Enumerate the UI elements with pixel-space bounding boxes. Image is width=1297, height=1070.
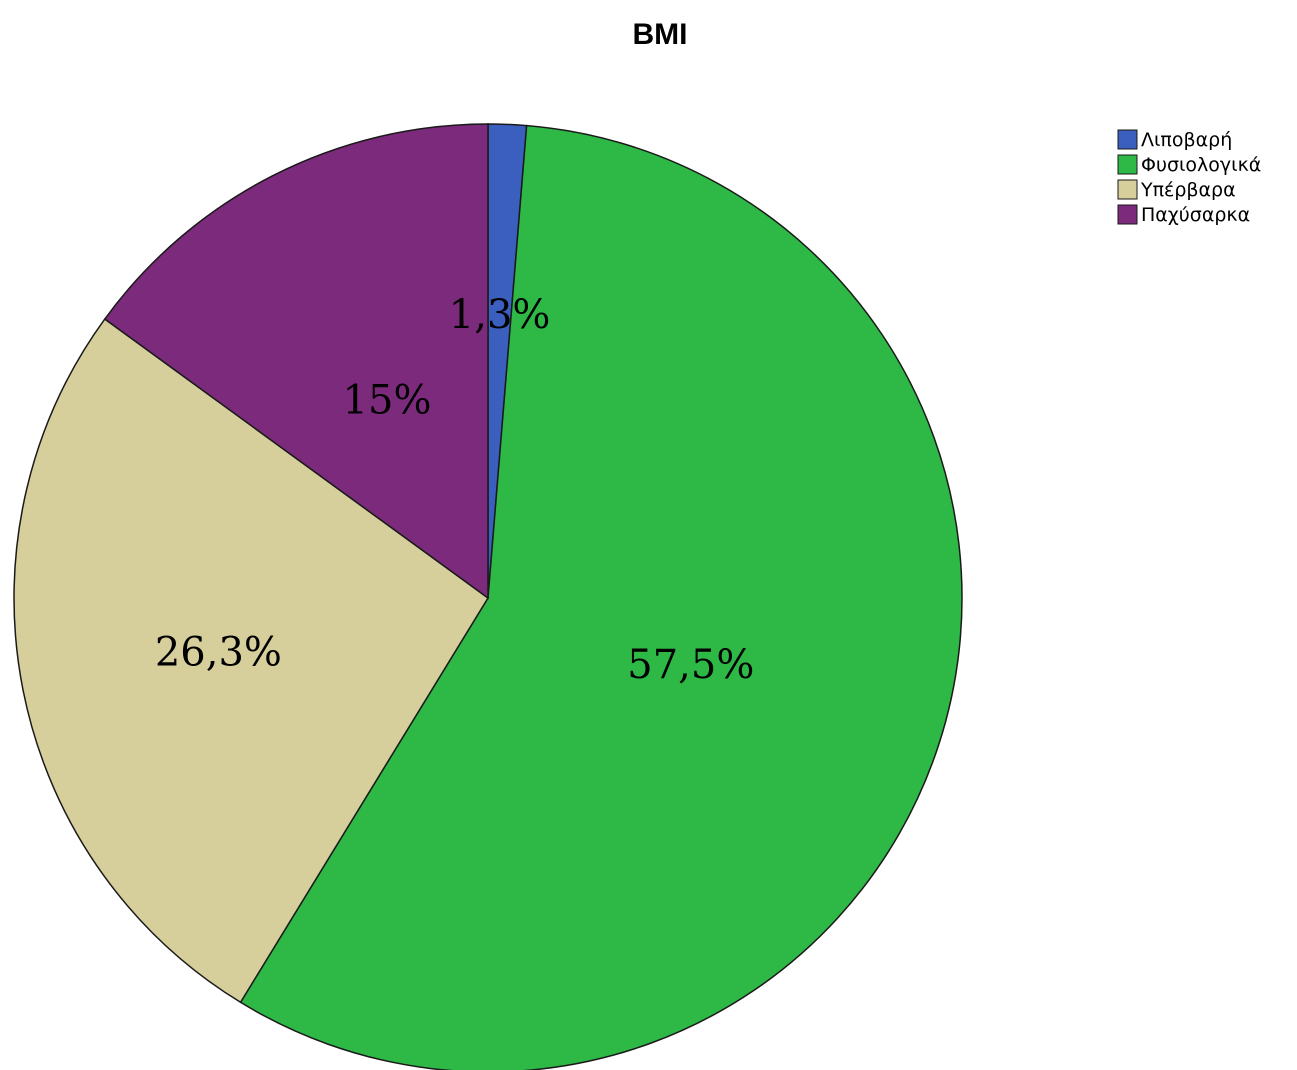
legend-swatch [1117,179,1138,200]
legend-item: Παχύσαρκα [1117,204,1250,226]
chart-title: BMI [633,18,688,51]
legend: Λιποβαρή Φυσιολογικά Υπέρβαρα Παχύσαρκα [1117,129,1261,226]
legend-swatch [1117,154,1138,175]
pie-slices [13,123,963,1070]
slice-data-label: 1,3% [449,292,551,338]
legend-label: Λιποβαρή [1141,129,1232,151]
legend-item: Λιποβαρή [1117,129,1232,151]
slice-data-label: 26,3% [155,630,282,676]
pie-slice [239,124,963,1070]
legend-item: Υπέρβαρα [1117,179,1236,201]
legend-swatch [1117,129,1138,150]
legend-label: Υπέρβαρα [1140,179,1236,201]
slice-data-label: 57,5% [627,642,754,688]
slice-data-label: 15% [343,378,432,424]
pie-slice [103,123,489,600]
legend-label: Παχύσαρκα [1141,204,1250,226]
pie-slice-labels: 1,3% 57,5% 26,3% 15% [155,292,754,688]
pie-slice [13,317,490,1004]
legend-item: Φυσιολογικά [1117,154,1261,176]
legend-swatch [1117,204,1138,225]
legend-label: Φυσιολογικά [1141,154,1261,176]
